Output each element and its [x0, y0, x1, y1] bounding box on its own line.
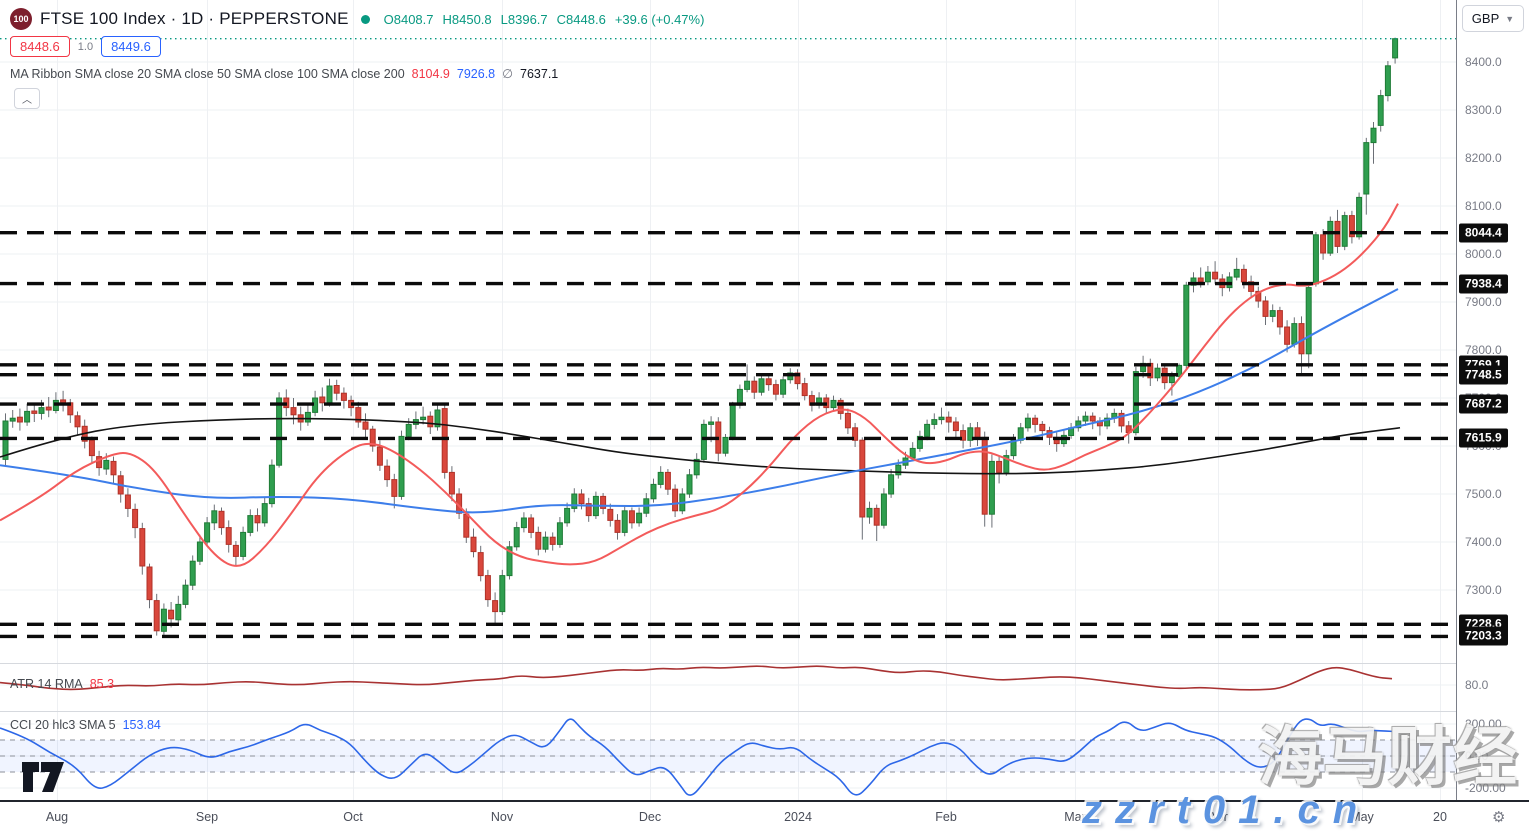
time-tick-label[interactable]: Aug [45, 810, 69, 824]
price-axis[interactable]: GBP ▼ 8400.0 8300.0 8200.0 8100.0 8000.0 7900… [1456, 0, 1529, 800]
symbol-title[interactable]: FTSE 100 Index · 1D · PEPPERSTONE [40, 9, 349, 28]
market-status-icon[interactable] [360, 14, 370, 24]
ma-ribbon-label: MA Ribbon SMA close 20 SMA close 50 SMA … [10, 66, 405, 81]
horizontal-level-lines[interactable] [0, 230, 1456, 639]
chevron-up-icon: ︿ [22, 95, 32, 106]
sma20-line[interactable] [0, 203, 1399, 567]
price-level-badge[interactable]: 8044.4 [1459, 223, 1508, 243]
candlestick-series [2, 37, 1399, 638]
time-axis[interactable]: Aug Sep Oct Nov Dec 2024 Feb Mar Apr May 20 [0, 802, 1529, 834]
buy-button[interactable]: 8449.6 [101, 36, 161, 57]
price-tick-label: 7400.0 [1465, 535, 1502, 549]
price-level-badge[interactable]: 7938.4 [1459, 274, 1508, 294]
time-tick-label[interactable]: May [1350, 810, 1374, 824]
atr-tick-label: 80.0 [1465, 678, 1489, 692]
sma200-line[interactable] [0, 417, 1401, 475]
ohlc-values: O8408.7 H8450.8 L8396.7 C8448.6 +39.6 (+… [384, 12, 705, 27]
cci-line[interactable] [0, 718, 1393, 796]
close-value: C8448.6 [556, 11, 606, 27]
cci-label: CCI 20 hlc3 SMA 5 [10, 718, 116, 732]
sell-button[interactable]: 8448.6 [10, 36, 70, 57]
atr-label: ATR 14 RMA [10, 677, 83, 691]
sma50-value: 7926.8 [456, 66, 496, 81]
currency-selector[interactable]: GBP ▼ [1462, 5, 1524, 32]
atr-indicator-row[interactable]: ATR 14 RMA 85.3 [10, 677, 114, 691]
price-tick-label: 7500.0 [1465, 487, 1502, 501]
cci-tick-label: -200.00 [1465, 781, 1506, 795]
time-tick-label[interactable]: Mar [1064, 810, 1086, 824]
sma200-value: 7637.1 [520, 66, 559, 81]
cci-tick-label: 200.00 [1465, 717, 1502, 731]
high-value: H8450.8 [442, 11, 492, 27]
time-tick-label[interactable]: Dec [638, 810, 662, 824]
pane-separator[interactable] [0, 711, 1456, 712]
chart-canvas[interactable] [0, 0, 1456, 834]
price-tick-label: 7900.0 [1465, 295, 1502, 309]
tradingview-logo[interactable] [22, 762, 66, 794]
time-tick-label[interactable]: 2024 [784, 810, 812, 824]
price-tick-label: 8200.0 [1465, 151, 1502, 165]
time-tick-label[interactable]: Apr [1208, 810, 1228, 824]
ma-ribbon-row[interactable]: MA Ribbon SMA close 20 SMA close 50 SMA … [10, 66, 559, 82]
sma20-value: 8104.9 [411, 66, 450, 81]
cci-value: 153.84 [122, 718, 161, 732]
axis-settings-gear-icon[interactable]: ⚙ [1492, 809, 1506, 826]
collapse-indicators-button[interactable]: ︿ [14, 88, 40, 109]
cci-tick-label: 0.00 [1465, 749, 1489, 763]
symbol-logo-icon[interactable]: 100 [10, 8, 32, 30]
cci-indicator-row[interactable]: CCI 20 hlc3 SMA 5 153.84 [10, 718, 161, 732]
grid-lines [0, 0, 1456, 800]
time-tick-label[interactable]: Feb [935, 810, 957, 824]
open-value: O8408.7 [383, 11, 434, 27]
time-tick-label[interactable]: Nov [490, 810, 514, 824]
time-tick-label[interactable]: 20 [1433, 810, 1447, 824]
chart-panes[interactable] [0, 0, 1456, 834]
bid-ask-row: 8448.6 1.0 8449.6 [10, 36, 161, 57]
price-tick-label: 8400.0 [1465, 55, 1502, 69]
price-level-badge[interactable]: 7203.3 [1459, 626, 1508, 646]
price-level-badge[interactable]: 7748.5 [1459, 365, 1508, 385]
price-tick-label: 7800.0 [1465, 343, 1502, 357]
change-value: +39.6 (+0.47%) [614, 11, 705, 27]
currency-label: GBP [1471, 11, 1500, 26]
price-tick-label: 8100.0 [1465, 199, 1502, 213]
symbol-header: 100 FTSE 100 Index · 1D · PEPPERSTONE O8… [10, 8, 704, 30]
time-tick-label[interactable]: Oct [343, 810, 363, 824]
spread-value: 1.0 [77, 40, 94, 53]
price-tick-label: 8300.0 [1465, 103, 1502, 117]
price-tick-label: 8000.0 [1465, 247, 1502, 261]
atr-line[interactable] [0, 665, 1393, 691]
time-axis-separator [0, 800, 1529, 802]
sma100-hidden-icon: ∅ [502, 67, 514, 81]
atr-value: 85.3 [89, 677, 115, 691]
price-tick-label: 7300.0 [1465, 583, 1502, 597]
time-tick-label[interactable]: Sep [195, 810, 219, 824]
pane-separator[interactable] [0, 663, 1456, 664]
price-level-badge[interactable]: 7687.2 [1459, 394, 1508, 414]
chevron-down-icon: ▼ [1505, 13, 1515, 24]
price-level-badge[interactable]: 7615.9 [1459, 428, 1508, 448]
low-value: L8396.7 [500, 11, 548, 27]
